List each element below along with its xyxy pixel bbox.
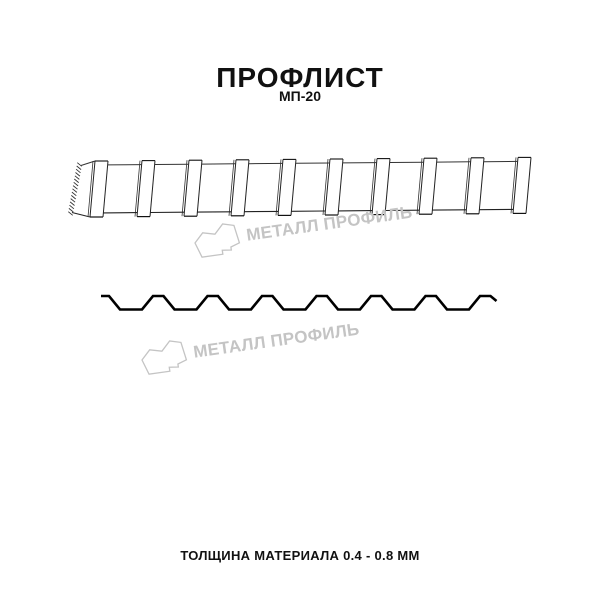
svg-text:МЕТАЛЛ ПРОФИЛЬ: МЕТАЛЛ ПРОФИЛЬ bbox=[192, 320, 361, 362]
